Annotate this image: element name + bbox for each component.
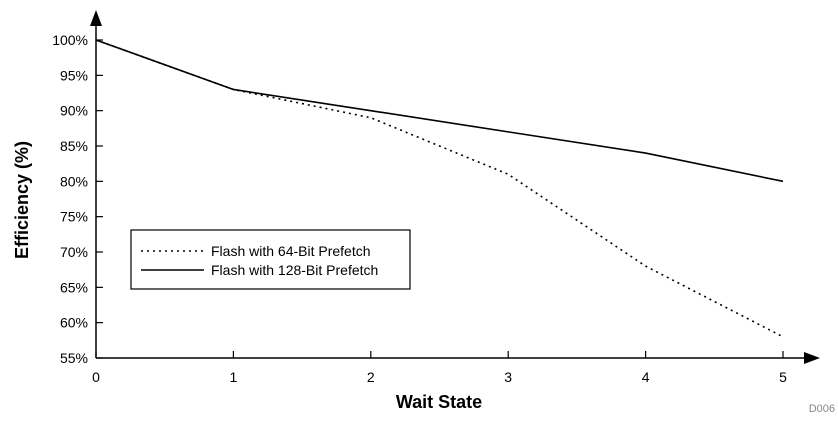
x-tick-label: 4 xyxy=(642,369,650,385)
y-tick-label: 75% xyxy=(60,209,88,225)
y-tick-label: 80% xyxy=(60,173,88,189)
legend-label-128bit: Flash with 128-Bit Prefetch xyxy=(211,262,378,278)
x-axis-title: Wait State xyxy=(396,392,482,412)
y-tick-label: 60% xyxy=(60,315,88,331)
legend-box xyxy=(130,229,411,290)
figure-id: D006 xyxy=(809,403,835,415)
series-line-64bit-prefetch xyxy=(95,39,784,338)
x-axis-arrow xyxy=(804,352,820,364)
x-tick-label: 1 xyxy=(230,369,238,385)
x-tick-label: 2 xyxy=(367,369,375,385)
y-axis-arrow xyxy=(90,10,102,26)
y-tick-label: 90% xyxy=(60,103,88,119)
y-tick-label: 95% xyxy=(60,67,88,83)
legend-label-64bit: Flash with 64-Bit Prefetch xyxy=(211,243,371,259)
y-axis-title: Efficiency (%) xyxy=(12,141,32,259)
y-tick-label: 55% xyxy=(60,350,88,366)
x-tick-label: 5 xyxy=(779,369,787,385)
legend: Flash with 64-Bit Prefetch Flash with 12… xyxy=(130,229,411,290)
x-tick-label: 0 xyxy=(92,369,100,385)
y-tick-label: 65% xyxy=(60,279,88,295)
series-line-128bit-prefetch xyxy=(95,39,784,183)
y-tick-label: 85% xyxy=(60,138,88,154)
x-tick-label: 3 xyxy=(504,369,512,385)
y-tick-label: 70% xyxy=(60,244,88,260)
y-tick-label: 100% xyxy=(52,32,88,48)
